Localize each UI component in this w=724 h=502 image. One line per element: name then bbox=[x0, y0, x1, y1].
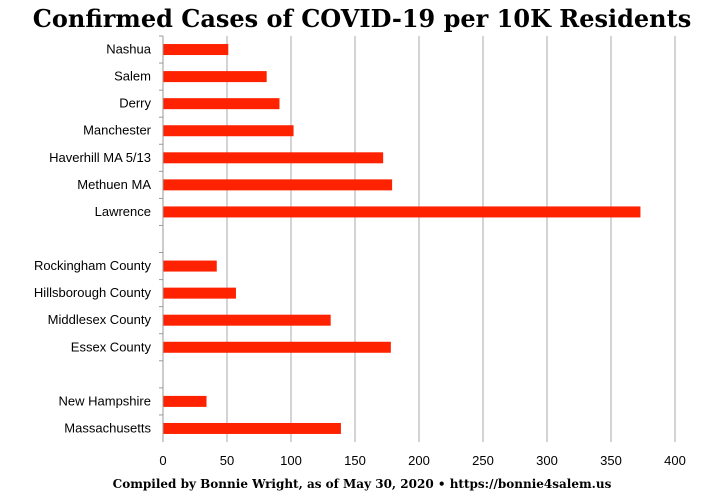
bar bbox=[163, 44, 229, 56]
category-label: Nashua bbox=[106, 42, 152, 57]
x-tick-label: 100 bbox=[280, 453, 302, 468]
chart-title: Confirmed Cases of COVID-19 per 10K Resi… bbox=[32, 4, 692, 33]
category-label: Methuen MA bbox=[77, 177, 151, 192]
bar bbox=[163, 287, 236, 299]
bar bbox=[163, 206, 641, 218]
x-tick-label: 300 bbox=[536, 453, 558, 468]
bar bbox=[163, 341, 391, 353]
grid-lines bbox=[159, 35, 676, 442]
x-tick-label: 250 bbox=[472, 453, 494, 468]
bar bbox=[163, 98, 280, 110]
category-label: New Hampshire bbox=[59, 393, 151, 408]
x-tick-label: 0 bbox=[159, 453, 166, 468]
category-label: Haverhill MA 5/13 bbox=[49, 150, 151, 165]
category-label: Essex County bbox=[71, 339, 152, 354]
category-label: Manchester bbox=[83, 123, 152, 138]
x-tick-label: 400 bbox=[664, 453, 686, 468]
bar bbox=[163, 422, 341, 434]
bar bbox=[163, 260, 217, 272]
bar bbox=[163, 125, 294, 137]
footer-credit: Compiled by Bonnie Wright, as of May 30,… bbox=[112, 477, 612, 491]
category-label: Hillsborough County bbox=[34, 285, 152, 300]
category-labels: Nashua Salem Derry Manchester Haverhill MA 5… bbox=[34, 42, 152, 436]
x-tick-label: 200 bbox=[408, 453, 430, 468]
category-label: Middlesex County bbox=[48, 312, 152, 327]
category-label: Salem bbox=[114, 69, 151, 84]
x-tick-label: 50 bbox=[220, 453, 234, 468]
category-label: Rockingham County bbox=[34, 258, 152, 273]
bar bbox=[163, 179, 393, 191]
bar bbox=[163, 314, 331, 326]
x-tick-label: 350 bbox=[600, 453, 622, 468]
bar bbox=[163, 152, 384, 164]
x-tick-labels: 0 50 100 150 200 250 300 350 400 bbox=[159, 453, 685, 468]
category-label: Massachusetts bbox=[64, 420, 151, 435]
category-label: Derry bbox=[119, 96, 151, 111]
bars bbox=[163, 44, 641, 434]
bar bbox=[163, 71, 267, 83]
bar bbox=[163, 395, 207, 407]
x-tick-label: 150 bbox=[344, 453, 366, 468]
category-label: Lawrence bbox=[95, 204, 151, 219]
